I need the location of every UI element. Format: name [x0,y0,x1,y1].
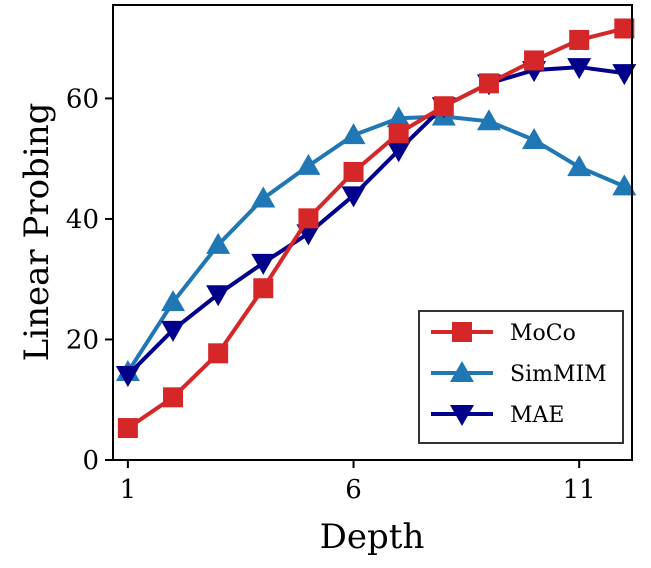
x-tick-label: 11 [563,475,596,505]
legend-marker [450,405,474,426]
x-tick-label: 6 [345,475,362,505]
legend-item-moco: MoCo [431,321,576,346]
data-point [251,253,276,275]
y-axis-label: Linear Probing [17,103,57,362]
y-tick-label: 20 [66,325,99,355]
legend-marker [450,361,474,382]
data-point [476,109,501,131]
data-point [569,29,590,50]
data-point [612,174,637,196]
data-point [386,106,411,128]
y-tick-label: 0 [82,446,99,476]
data-point [251,186,276,208]
data-point [115,366,140,388]
ticks-layer: 1 6 11 0 20 40 60 [66,84,596,505]
legend: MoCo SimMIM MAE [418,310,624,444]
data-point [614,18,635,39]
data-point [341,123,366,145]
series-layer [115,18,637,439]
y-tick-label: 60 [66,84,99,114]
data-point [298,208,319,229]
data-point [206,285,231,307]
data-point [161,290,186,312]
x-tick-label: 1 [120,475,137,505]
legend-item-simmim: SimMIM [431,361,607,387]
legend-item-mae: MAE [431,403,564,428]
legend-marker [452,322,472,342]
data-point [567,58,592,80]
data-point [296,153,321,175]
data-point [253,278,274,299]
data-point [343,161,364,182]
data-point [117,418,138,439]
data-point [522,127,547,149]
legend-label: MAE [510,403,564,428]
data-point [612,64,637,86]
data-point [524,50,545,71]
y-tick-label: 40 [66,205,99,235]
data-point [386,141,411,163]
series-moco [117,18,635,439]
data-point [163,387,184,408]
data-point [567,155,592,177]
series-simmim [115,104,637,382]
data-point [206,232,231,254]
data-point [478,73,499,94]
x-axis-label: Depth [320,517,425,557]
data-point [433,96,454,117]
data-point [388,123,409,144]
data-point [208,343,229,364]
data-point [161,320,186,342]
plot-frame [112,4,633,461]
legend-label: MoCo [510,321,576,346]
data-point [341,186,366,208]
legend-label: SimMIM [510,362,607,387]
